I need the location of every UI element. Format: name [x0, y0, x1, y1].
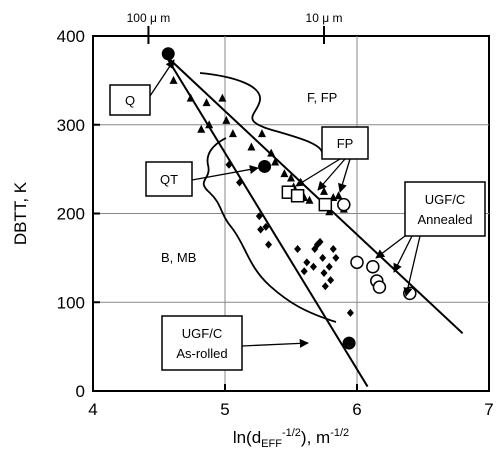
- x-axis-title: ln(dEFF-1/2), m-1/2: [233, 427, 349, 450]
- label-qt: QT: [145, 161, 193, 197]
- point-diamond: [300, 267, 308, 276]
- point-diamond: [325, 262, 333, 271]
- point-triangle: [197, 124, 206, 133]
- x-tick-label: 4: [88, 400, 97, 419]
- y-tick-label: 400: [57, 27, 85, 46]
- point-open-square: [290, 189, 305, 203]
- label-q: Q: [109, 84, 151, 116]
- point-diamond: [321, 282, 329, 291]
- point-diamond: [236, 178, 244, 187]
- svg-text:FP: FP: [337, 136, 354, 151]
- label-f-fp: F, FP: [307, 90, 337, 105]
- trend-line-2: [164, 55, 369, 388]
- label-fp: FP: [321, 126, 369, 160]
- point-diamond: [316, 237, 324, 246]
- point-open-circle: [372, 280, 387, 294]
- fit-lines: [164, 54, 464, 388]
- top-tick-label: 100 μ m: [127, 11, 171, 25]
- point-triangle: [287, 173, 295, 182]
- point-triangle: [186, 93, 195, 102]
- point-diamond: [265, 240, 273, 249]
- b-mb-brace: [202, 137, 337, 323]
- point-triangle: [247, 142, 256, 151]
- axis-text: 4 5 6 7 0 100 200 300 400 100 μ m 10 μ m DBTT, K ln(…: [11, 11, 494, 450]
- point-triangle: [169, 75, 178, 84]
- arrow-ugf-asrolled: [241, 338, 309, 348]
- point-open-square: [318, 197, 333, 212]
- point-diamond: [320, 268, 328, 277]
- point-filled-circle: [342, 336, 356, 350]
- arrow-ugf-annealed-2: [393, 235, 413, 273]
- point-triangle: [228, 129, 237, 138]
- svg-text:Annealed: Annealed: [418, 212, 473, 227]
- point-triangle: [202, 98, 211, 107]
- svg-text:QT: QT: [160, 172, 178, 187]
- x-tick-label: 7: [484, 400, 493, 419]
- point-triangle: [205, 120, 214, 129]
- label-ugf-asrolled: UGF/C As-rolled: [161, 315, 243, 371]
- arrow-fp-2: [317, 158, 346, 191]
- point-diamond: [262, 222, 270, 231]
- point-diamond: [319, 253, 327, 262]
- label-ugf-annealed: UGF/C Annealed: [404, 181, 486, 237]
- point-diamond: [255, 212, 263, 221]
- arrow-fp-3: [338, 158, 351, 193]
- point-diamond: [332, 253, 340, 262]
- point-diamond: [225, 160, 233, 169]
- y-axis-title: DBTT, K: [11, 181, 30, 245]
- point-filled-circle: [258, 159, 272, 173]
- arrow-ugf-annealed-3: [403, 235, 421, 297]
- point-diamond: [329, 245, 337, 253]
- point-triangle: [280, 169, 289, 178]
- top-tick-label: 10 μ m: [306, 11, 343, 25]
- x-tick-label: 5: [220, 400, 229, 419]
- point-diamond: [346, 308, 354, 317]
- arrow-qt: [191, 164, 259, 181]
- f-fp-brace: [199, 72, 324, 157]
- point-diamond: [309, 262, 317, 271]
- point-triangle: [222, 115, 231, 124]
- point-open-circle: [366, 260, 380, 274]
- y-tick-label: 300: [57, 116, 85, 135]
- point-open-circle: [403, 286, 417, 301]
- point-triangle: [320, 186, 328, 195]
- arrow-fp-1: [295, 158, 341, 187]
- label-b-mb: B, MB: [161, 250, 196, 265]
- point-triangle: [218, 93, 227, 102]
- point-open-circle: [350, 255, 364, 270]
- point-filled-circle: [161, 47, 175, 61]
- y-tick-label: 0: [76, 382, 85, 401]
- svg-text:As-rolled: As-rolled: [176, 346, 227, 361]
- y-tick-label: 100: [57, 293, 85, 312]
- annotation-arrows: [149, 59, 421, 348]
- point-triangle: [257, 129, 266, 138]
- point-triangle: [271, 157, 280, 166]
- x-tick-label: 6: [352, 400, 361, 419]
- point-triangle: [334, 191, 343, 200]
- point-triangle: [305, 195, 314, 204]
- data-points: [161, 47, 417, 350]
- svg-text:UGF/C: UGF/C: [182, 326, 222, 341]
- point-open-circle: [337, 197, 351, 212]
- point-diamond: [327, 276, 335, 285]
- y-tick-label: 200: [57, 205, 85, 224]
- axes: [92, 26, 490, 392]
- svg-text:UGF/C: UGF/C: [425, 192, 465, 207]
- point-triangle: [267, 148, 276, 157]
- svg-text:Q: Q: [125, 93, 135, 108]
- point-diamond: [257, 225, 265, 234]
- trend-line-1: [164, 54, 464, 335]
- arrow-q: [149, 59, 175, 97]
- point-diamond: [294, 245, 302, 253]
- arrow-ugf-annealed-1: [375, 235, 406, 259]
- point-diamond: [303, 258, 311, 267]
